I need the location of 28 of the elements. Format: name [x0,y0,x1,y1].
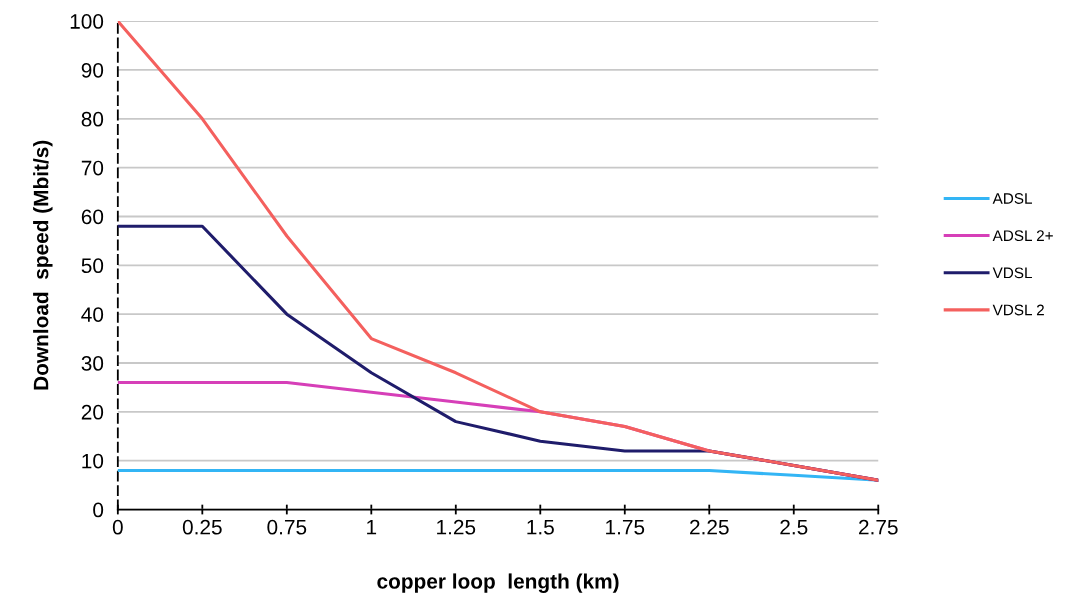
legend-label: VDSL 2 [992,304,1044,316]
x-tick-label: 1.5 [527,520,554,535]
x-axis-title: copper loop length (km) [377,573,619,593]
y-tick-label: 0 [93,502,104,518]
line-series [117,21,879,482]
y-tick-label: 90 [81,62,104,78]
x-tick-label: 1 [367,520,377,535]
y-tick-label: 100 [70,14,104,29]
legend-label: ADSL [992,193,1032,204]
y-tick-label: 80 [81,111,104,127]
x-tick-label: 1.25 [437,519,476,535]
y-axis-title: Download speed (Mbit/s) [33,140,53,390]
y-tick-label: 40 [81,307,104,322]
x-tick-label: 2.25 [690,519,729,535]
x-tick-label: 2.5 [780,519,808,535]
x-tick-label: 0 [112,519,123,535]
x-tick-label: 0.75 [267,519,307,535]
y-tick-label: 70 [81,160,104,176]
legend-label: VDSL [992,267,1032,279]
legend-label: ADSL 2+ [992,230,1053,242]
y-tick-label: 20 [81,404,104,420]
x-tick-label: 2.75 [859,519,898,535]
x-tick-label: 0.25 [182,519,222,535]
y-tick-label: 60 [81,209,104,225]
y-tick-label: 30 [81,356,104,371]
y-tick-label: 10 [82,453,104,469]
y-tick-label: 50 [81,258,104,274]
x-tick-label: 1.75 [606,520,645,535]
